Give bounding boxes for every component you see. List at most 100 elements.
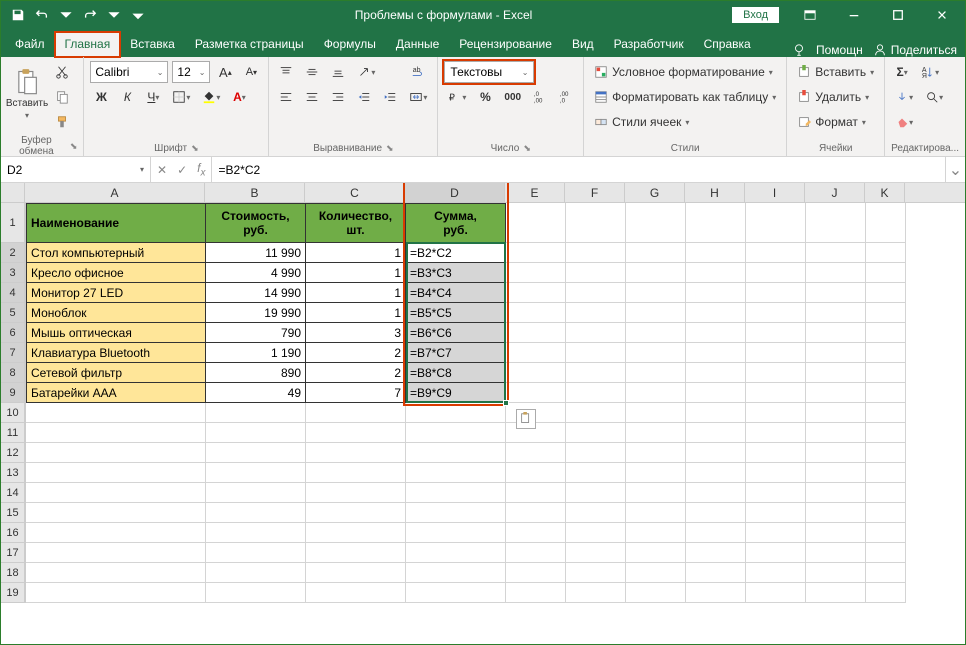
cell[interactable]	[566, 203, 626, 243]
cell[interactable]	[806, 483, 866, 503]
cell[interactable]	[306, 503, 406, 523]
cell[interactable]	[746, 243, 806, 263]
row-header[interactable]: 6	[1, 323, 25, 343]
cell[interactable]	[506, 583, 566, 603]
share-button[interactable]: Поделиться	[873, 43, 957, 57]
cell[interactable]	[406, 423, 506, 443]
cell[interactable]	[806, 303, 866, 323]
cell[interactable]	[566, 483, 626, 503]
cell[interactable]	[626, 243, 686, 263]
cell[interactable]	[506, 443, 566, 463]
row-header[interactable]: 13	[1, 463, 25, 483]
cell[interactable]	[306, 423, 406, 443]
cell[interactable]	[506, 263, 566, 283]
cell[interactable]	[866, 363, 906, 383]
cell[interactable]	[26, 523, 206, 543]
cell[interactable]	[506, 523, 566, 543]
align-bottom-icon[interactable]	[327, 61, 349, 83]
cell[interactable]: 890	[206, 363, 306, 383]
cell[interactable]	[746, 583, 806, 603]
cell[interactable]	[746, 303, 806, 323]
cell[interactable]	[626, 203, 686, 243]
cell[interactable]	[866, 383, 906, 403]
maximize-icon[interactable]	[877, 1, 919, 29]
cell[interactable]	[306, 583, 406, 603]
copy-icon[interactable]	[51, 86, 73, 108]
row-header[interactable]: 17	[1, 543, 25, 563]
cell[interactable]	[626, 523, 686, 543]
cell[interactable]	[746, 543, 806, 563]
cell[interactable]: Стоимость,руб.	[206, 203, 306, 243]
row-header[interactable]: 8	[1, 363, 25, 383]
cell[interactable]	[306, 543, 406, 563]
tab-разметка страницы[interactable]: Разметка страницы	[185, 32, 314, 57]
align-center-icon[interactable]	[301, 86, 323, 108]
row-header[interactable]: 2	[1, 243, 25, 263]
cell[interactable]	[26, 503, 206, 523]
cell[interactable]: 19 990	[206, 303, 306, 323]
cell[interactable]	[626, 303, 686, 323]
cell[interactable]	[626, 263, 686, 283]
cell[interactable]	[566, 463, 626, 483]
fill-icon[interactable]: ▾	[891, 86, 917, 108]
bold-button[interactable]: Ж	[90, 86, 112, 108]
cell[interactable]	[206, 423, 306, 443]
expand-formula-bar-icon[interactable]: ⌄	[945, 157, 965, 182]
row-header[interactable]: 14	[1, 483, 25, 503]
cell[interactable]	[746, 323, 806, 343]
cell[interactable]	[866, 523, 906, 543]
cell[interactable]	[26, 403, 206, 423]
undo-icon[interactable]	[31, 4, 53, 26]
autosum-icon[interactable]: Σ▾	[891, 61, 913, 83]
cell[interactable]	[26, 563, 206, 583]
cell[interactable]: Количество,шт.	[306, 203, 406, 243]
cell[interactable]	[746, 363, 806, 383]
redo-dropdown-icon[interactable]	[103, 4, 125, 26]
cell[interactable]	[566, 283, 626, 303]
cell[interactable]: Сумма,руб.	[406, 203, 506, 243]
cell[interactable]: 2	[306, 343, 406, 363]
cell[interactable]: =B9*C9	[406, 383, 506, 403]
cell[interactable]: 1	[306, 243, 406, 263]
cell[interactable]	[866, 203, 906, 243]
cell[interactable]	[686, 403, 746, 423]
qat-customize-icon[interactable]	[127, 4, 149, 26]
cell[interactable]	[866, 243, 906, 263]
dialog-launcher-icon[interactable]: ⬊	[523, 143, 531, 154]
tab-вставка[interactable]: Вставка	[120, 32, 185, 57]
cell[interactable]	[806, 423, 866, 443]
cell[interactable]	[746, 463, 806, 483]
accounting-format-icon[interactable]: ₽▾	[444, 86, 470, 108]
cell[interactable]	[626, 463, 686, 483]
cell[interactable]	[686, 543, 746, 563]
fill-color-icon[interactable]: ▾	[198, 86, 224, 108]
cell[interactable]	[26, 423, 206, 443]
cell[interactable]: Стол компьютерный	[26, 243, 206, 263]
cell[interactable]	[566, 583, 626, 603]
cell[interactable]	[406, 503, 506, 523]
wrap-text-icon[interactable]: ab	[405, 61, 431, 83]
cell[interactable]	[506, 543, 566, 563]
cell[interactable]	[686, 463, 746, 483]
cell[interactable]	[746, 563, 806, 583]
cell[interactable]: =B2*C2	[406, 243, 506, 263]
dialog-launcher-icon[interactable]: ⬊	[70, 141, 78, 152]
cell[interactable]	[746, 483, 806, 503]
cell[interactable]	[306, 523, 406, 543]
row-header[interactable]: 15	[1, 503, 25, 523]
cell[interactable]	[686, 443, 746, 463]
cell[interactable]	[566, 343, 626, 363]
tab-данные[interactable]: Данные	[386, 32, 449, 57]
name-box[interactable]: D2▾	[1, 157, 151, 182]
column-header[interactable]: A	[25, 183, 205, 202]
cell[interactable]: 790	[206, 323, 306, 343]
underline-button[interactable]: Ч ▾	[142, 86, 164, 108]
cell[interactable]	[26, 583, 206, 603]
cell[interactable]	[206, 463, 306, 483]
cell[interactable]	[806, 343, 866, 363]
cell[interactable]	[206, 563, 306, 583]
cell[interactable]	[746, 503, 806, 523]
row-header[interactable]: 9	[1, 383, 25, 403]
cell[interactable]	[506, 283, 566, 303]
cell[interactable]	[306, 443, 406, 463]
